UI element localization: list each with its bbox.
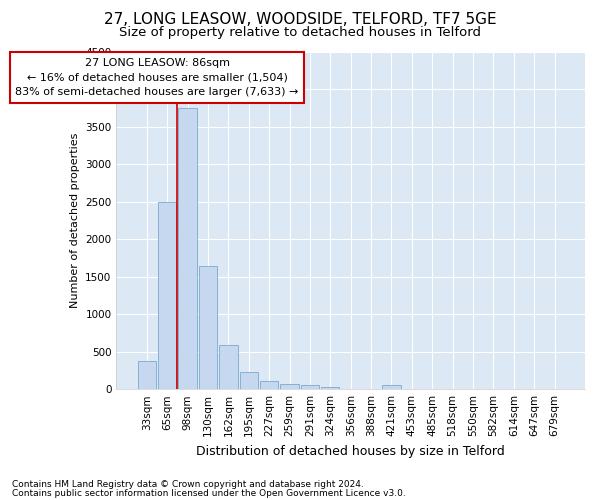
Bar <box>280 384 299 389</box>
Bar <box>260 381 278 389</box>
Bar <box>301 386 319 389</box>
Bar <box>321 386 340 389</box>
Bar <box>199 266 217 389</box>
X-axis label: Distribution of detached houses by size in Telford: Distribution of detached houses by size … <box>196 444 505 458</box>
Y-axis label: Number of detached properties: Number of detached properties <box>70 132 80 308</box>
Bar <box>137 362 156 389</box>
Text: 27 LONG LEASOW: 86sqm
← 16% of detached houses are smaller (1,504)
83% of semi-d: 27 LONG LEASOW: 86sqm ← 16% of detached … <box>16 58 299 97</box>
Text: Contains HM Land Registry data © Crown copyright and database right 2024.: Contains HM Land Registry data © Crown c… <box>12 480 364 489</box>
Text: Size of property relative to detached houses in Telford: Size of property relative to detached ho… <box>119 26 481 39</box>
Text: 27, LONG LEASOW, WOODSIDE, TELFORD, TF7 5GE: 27, LONG LEASOW, WOODSIDE, TELFORD, TF7 … <box>104 12 496 28</box>
Bar <box>158 202 176 389</box>
Text: Contains public sector information licensed under the Open Government Licence v3: Contains public sector information licen… <box>12 488 406 498</box>
Bar <box>219 345 238 389</box>
Bar <box>239 372 258 389</box>
Bar <box>382 384 401 389</box>
Bar <box>178 108 197 389</box>
